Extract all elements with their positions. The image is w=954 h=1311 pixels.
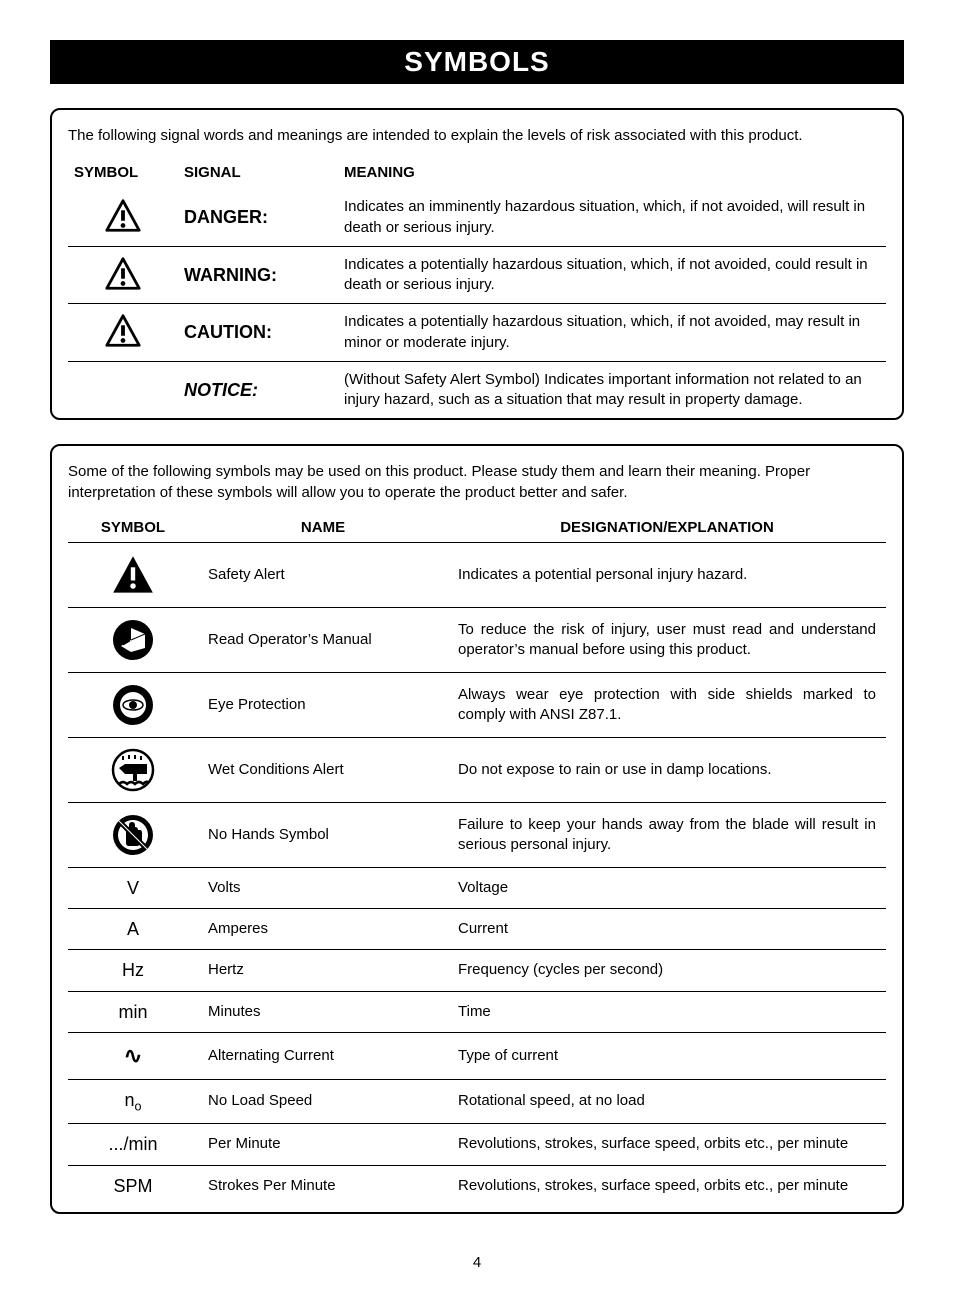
symbols-table: SYMBOL NAME DESIGNATION/EXPLANATION Safe… [68,513,886,1212]
symbol-name: Strokes Per Minute [198,1165,448,1212]
symbol-name: Hertz [198,950,448,991]
alert-icon [68,304,178,362]
symbol-row: No Hands Symbol Failure to keep your han… [68,802,886,867]
signal-word: DANGER: [184,207,268,227]
box1-intro: The following signal words and meanings … [68,126,886,146]
signal-row: CAUTION: Indicates a potentially hazardo… [68,304,886,362]
signal-meaning: Indicates a potentially hazardous situat… [338,304,886,362]
symbol-name: No Load Speed [198,1079,448,1124]
box2-intro: Some of the following symbols may be use… [68,462,886,503]
symbol-name: Eye Protection [198,672,448,737]
symbol-desc: Voltage [448,867,886,908]
symbol-desc: Time [448,991,886,1032]
signal-row: WARNING: Indicates a potentially hazardo… [68,246,886,304]
symbol-name: Minutes [198,991,448,1032]
symbol-desc: Revolutions, strokes, surface speed, orb… [448,1165,886,1212]
symbol-row: min Minutes Time [68,991,886,1032]
col-symbol: SYMBOL [68,156,178,189]
symbol-row: Safety Alert Indicates a potential perso… [68,542,886,607]
symbol-name: No Hands Symbol [198,802,448,867]
symbol-text: min [68,991,198,1032]
col-signal: SIGNAL [178,156,338,189]
symbol-text: A [68,909,198,950]
symbol-row: ∿ Alternating Current Type of current [68,1032,886,1079]
ac-icon: ∿ [68,1032,198,1079]
signal-word: NOTICE: [184,380,258,400]
symbol-name: Amperes [198,909,448,950]
signal-meaning: (Without Safety Alert Symbol) Indicates … [338,361,886,418]
symbol-text: V [68,867,198,908]
symbol-desc: Always wear eye protection with side shi… [448,672,886,737]
col2-desc: DESIGNATION/EXPLANATION [448,513,886,543]
symbol-desc: Failure to keep your hands away from the… [448,802,886,867]
col-meaning: MEANING [338,156,886,189]
symbol-row: Read Operator’s Manual To reduce the ris… [68,607,886,672]
manual-icon [68,607,198,672]
symbol-name: Volts [198,867,448,908]
symbol-row: no No Load Speed Rotational speed, at no… [68,1079,886,1124]
symbol-text: Hz [68,950,198,991]
wet-icon [68,737,198,802]
symbol-row: Hz Hertz Frequency (cycles per second) [68,950,886,991]
symbol-desc: Indicates a potential personal injury ha… [448,542,886,607]
signal-word: CAUTION: [184,322,272,342]
symbol-name: Alternating Current [198,1032,448,1079]
symbol-desc: Revolutions, strokes, surface speed, orb… [448,1124,886,1165]
signal-meaning: Indicates a potentially hazardous situat… [338,246,886,304]
alert-icon [68,246,178,304]
n0-icon: no [68,1079,198,1124]
signal-word: WARNING: [184,265,277,285]
alert-icon [68,189,178,246]
symbol-desc: Do not expose to rain or use in damp loc… [448,737,886,802]
symbol-desc: Rotational speed, at no load [448,1079,886,1124]
symbol-desc: Current [448,909,886,950]
symbol-desc: To reduce the risk of injury, user must … [448,607,886,672]
symbol-row: SPM Strokes Per Minute Revolutions, stro… [68,1165,886,1212]
eye-icon [68,672,198,737]
symbol-desc: Frequency (cycles per second) [448,950,886,991]
symbol-desc: Type of current [448,1032,886,1079]
signal-words-box: The following signal words and meanings … [50,108,904,420]
symbol-name: Safety Alert [198,542,448,607]
symbol-row: A Amperes Current [68,909,886,950]
page-number: 4 [50,1254,904,1271]
signal-row: NOTICE: (Without Safety Alert Symbol) In… [68,361,886,418]
col2-name: NAME [198,513,448,543]
symbol-name: Wet Conditions Alert [198,737,448,802]
symbol-row: Eye Protection Always wear eye protectio… [68,672,886,737]
symbol-name: Per Minute [198,1124,448,1165]
symbol-row: V Volts Voltage [68,867,886,908]
symbols-box: Some of the following symbols may be use… [50,444,904,1214]
col2-symbol: SYMBOL [68,513,198,543]
page-title: SYMBOLS [50,40,904,84]
symbol-text: SPM [68,1165,198,1212]
alert-tri-icon [68,542,198,607]
signal-meaning: Indicates an imminently hazardous situat… [338,189,886,246]
symbol-text: .../min [68,1124,198,1165]
symbol-row: Wet Conditions Alert Do not expose to ra… [68,737,886,802]
alert-icon [68,361,178,418]
nohands-icon [68,802,198,867]
signal-words-table: SYMBOL SIGNAL MEANING DANGER: Indicates … [68,156,886,418]
symbol-name: Read Operator’s Manual [198,607,448,672]
symbol-row: .../min Per Minute Revolutions, strokes,… [68,1124,886,1165]
signal-row: DANGER: Indicates an imminently hazardou… [68,189,886,246]
